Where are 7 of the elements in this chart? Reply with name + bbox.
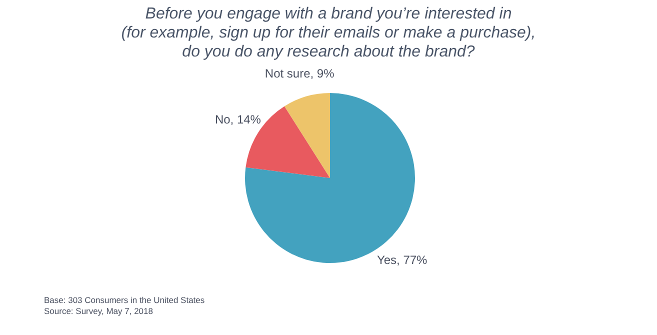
source-note: Source: Survey, May 7, 2018 [44, 306, 154, 316]
slice-label: Not sure, 9% [264, 66, 335, 80]
slice-label: No, 14% [214, 112, 262, 127]
slice-label: Yes, 77% [376, 252, 428, 267]
chart-title: Before you engage with a brand you’re interested in (for example, sign up for their emails or make a purchase), do you do any research about the brand? [121, 5, 536, 60]
text: Base: 303 Consumers in the United States [44, 295, 205, 305]
pie-slice [284, 93, 330, 178]
